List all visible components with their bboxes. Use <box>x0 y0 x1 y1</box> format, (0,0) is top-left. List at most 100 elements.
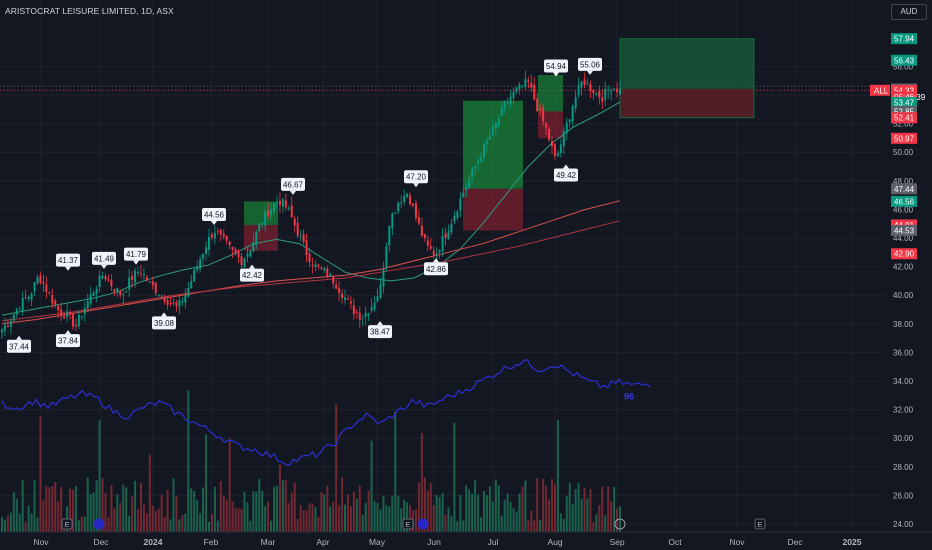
time-axis-tick: 2024 <box>144 537 163 547</box>
candle-body <box>536 98 539 112</box>
candle-body <box>494 122 497 129</box>
earnings-marker-text: E <box>65 522 70 529</box>
pivot-label-text: 38.47 <box>370 328 391 337</box>
volume-bar <box>482 490 485 532</box>
candle-body <box>107 279 110 281</box>
volume-bar <box>388 506 391 532</box>
volume-bar <box>607 486 610 532</box>
candle-body <box>151 281 154 286</box>
volume-bar <box>12 492 15 532</box>
earnings-marker-text: E <box>758 522 763 529</box>
position-take-profit-zone <box>538 74 563 112</box>
candle-body <box>553 143 556 157</box>
volume-bar <box>80 516 83 532</box>
pivot-label-text: 41.37 <box>58 256 79 265</box>
candle-body <box>83 307 86 315</box>
volume-bar <box>139 483 142 532</box>
candle-body <box>619 88 621 94</box>
candle-body <box>326 268 329 278</box>
volume-bar <box>403 499 406 532</box>
candle-body <box>222 233 225 237</box>
volume-bar <box>166 489 169 532</box>
volume-bar <box>406 502 409 532</box>
candle-body <box>270 209 273 215</box>
volume-bar <box>488 486 491 532</box>
pivot-label: 37.44 <box>7 335 31 353</box>
candle-body <box>95 288 98 294</box>
price-axis[interactable]: 24.00 26.00 28.00 30.00 32.00 34.00 36.00 38.00… <box>870 0 932 550</box>
candle-body <box>36 277 39 284</box>
volume-bar <box>101 478 104 532</box>
volume-bar <box>453 422 456 532</box>
candle-body <box>577 85 580 95</box>
moving-averages <box>1 101 621 325</box>
candle-body <box>485 140 488 145</box>
volume-bar <box>296 519 299 532</box>
pivot-label-pointer <box>587 70 593 75</box>
candle-body <box>101 276 104 279</box>
price-axis-tick: 26.00 <box>893 491 914 500</box>
candle-body <box>110 279 113 287</box>
volume-bar <box>83 516 86 532</box>
currency-button[interactable]: AUD <box>891 4 927 20</box>
candle-body <box>51 294 54 304</box>
volume-bar <box>308 503 311 532</box>
candle-body <box>6 325 9 327</box>
volume-bar <box>314 507 317 532</box>
volume-bar <box>181 515 184 532</box>
time-axis[interactable]: Nov Dec 2024 Feb Mar Apr May Jun Jul Aug Sep Oct Nov… <box>0 531 932 547</box>
candle-body <box>459 198 462 211</box>
volume-bar <box>128 515 131 532</box>
volume-bar <box>530 510 533 532</box>
price-axis-tick: 32.00 <box>893 406 914 415</box>
price-label-text: 50.97 <box>894 134 915 143</box>
candle-body <box>210 234 213 238</box>
pivot-label-pointer <box>16 335 22 340</box>
pivot-label-text: 37.84 <box>58 337 79 346</box>
volume-bar <box>491 501 494 532</box>
price-label-box <box>891 224 917 236</box>
volume-bar <box>104 492 107 532</box>
volume-bar <box>577 482 580 532</box>
time-axis-tick: Jul <box>488 537 499 547</box>
price-label: 50.97 <box>891 132 917 144</box>
candle-body <box>1 329 3 333</box>
volume-bar <box>586 498 589 532</box>
volume-bar <box>287 503 290 532</box>
volume-bar <box>15 498 18 532</box>
volume-bar <box>370 440 373 532</box>
price-label-box <box>891 54 917 66</box>
candle-body <box>601 97 604 102</box>
candle-body <box>3 325 6 331</box>
candle-body <box>462 192 465 197</box>
pivot-label-box <box>56 334 80 348</box>
volume-bar <box>293 482 296 532</box>
candle-body <box>361 318 364 320</box>
candle-body <box>48 292 51 294</box>
candle-body <box>559 144 562 154</box>
position-frame <box>619 38 755 119</box>
volume-bar <box>589 489 592 532</box>
volume-bar <box>48 487 51 532</box>
candle-body <box>503 102 506 109</box>
pivot-label-box <box>554 168 578 182</box>
volume-bar <box>326 485 329 532</box>
candle-body <box>39 275 42 283</box>
volume-bar <box>24 521 27 532</box>
candle-body <box>89 294 92 304</box>
candle-body <box>12 314 15 321</box>
volume-bar <box>317 516 320 532</box>
volume-bar <box>116 494 119 532</box>
price-label: 53.47 <box>891 97 917 109</box>
candle-body <box>314 264 317 268</box>
volume-bar <box>196 500 199 532</box>
candle-body <box>181 301 184 303</box>
price-axis-tick: 52.00 <box>893 120 914 129</box>
volume-bar <box>107 517 110 532</box>
volume-bar <box>151 505 154 532</box>
candle-body <box>60 309 63 316</box>
volume-bar <box>583 487 586 532</box>
price-label-box <box>891 97 917 109</box>
